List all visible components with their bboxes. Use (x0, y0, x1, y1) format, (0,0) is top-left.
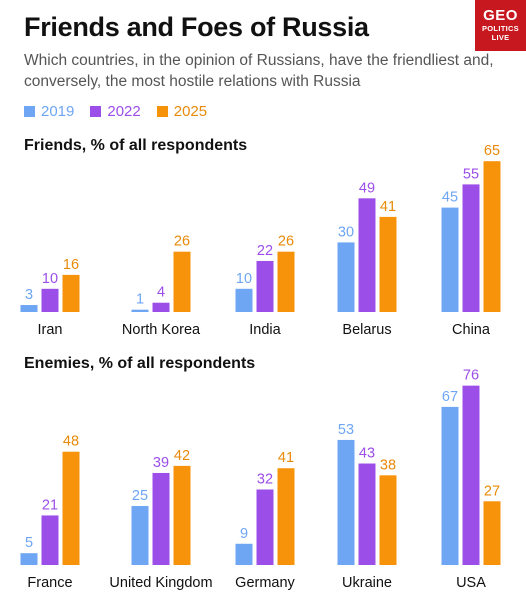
enemies-category-label: USA (456, 575, 486, 591)
friends-value-iran-2025: 16 (63, 257, 79, 273)
friends-bar-china-2025 (483, 161, 501, 312)
friends-value-china-2022: 55 (463, 166, 479, 182)
enemies-category-label: France (27, 575, 72, 591)
enemies-value-united-kingdom-2019: 25 (132, 488, 148, 504)
chart-title: Friends and Foes of Russia (24, 12, 369, 42)
enemies-value-ukraine-2022: 43 (359, 446, 375, 462)
enemies-bar-france-2019 (20, 553, 38, 565)
enemies-value-united-kingdom-2022: 39 (153, 455, 169, 471)
enemies-category-label: Ukraine (342, 575, 392, 591)
legend-label-2022: 2022 (107, 103, 141, 120)
logo-line-1: GEO (483, 7, 518, 24)
enemies-category-label: Germany (235, 575, 295, 591)
enemies-value-germany-2019: 9 (240, 526, 248, 542)
enemies-section-title: Enemies, % of all respondents (24, 355, 256, 372)
enemies-category-label: United Kingdom (109, 575, 212, 591)
friends-bar-china-2022 (462, 184, 480, 312)
logo-line-3: LIVE (491, 33, 510, 42)
friends-value-india-2022: 22 (257, 243, 273, 259)
friends-bar-china-2019 (441, 207, 459, 312)
friends-bar-belarus-2025 (379, 216, 397, 312)
legend-swatch-2019 (24, 106, 35, 117)
enemies-bar-ukraine-2019 (337, 439, 355, 565)
friends-category-label: Belarus (342, 322, 391, 338)
friends-value-iran-2022: 10 (42, 271, 58, 287)
friends-bar-india-2025 (277, 251, 295, 312)
geopolitics-live-logo: GEO POLITICS LIVE (475, 0, 526, 51)
enemies-bar-germany-2025 (277, 468, 295, 565)
enemies-bar-ukraine-2022 (358, 463, 376, 565)
legend-swatch-2022 (90, 106, 102, 117)
friends-bar-iran-2025 (62, 274, 80, 312)
friends-value-belarus-2025: 41 (380, 199, 396, 215)
friends-value-iran-2019: 3 (25, 287, 33, 303)
friends-category-label: Iran (38, 322, 63, 338)
legend-label-2019: 2019 (41, 103, 75, 120)
friends-category-label: India (249, 322, 281, 338)
enemies-bar-france-2022 (41, 515, 59, 565)
enemies-bar-usa-2022 (462, 385, 480, 565)
friends-value-india-2019: 10 (236, 271, 252, 287)
friends-bar-belarus-2019 (337, 242, 355, 312)
enemies-bar-united-kingdom-2025 (173, 465, 191, 565)
friends-category-label: North Korea (122, 322, 201, 338)
friends-bar-north-korea-2022 (152, 302, 170, 312)
friends-bar-iran-2022 (41, 288, 59, 312)
friends-value-china-2025: 65 (484, 143, 500, 159)
logo-line-2: POLITICS (482, 24, 519, 33)
enemies-bar-ukraine-2025 (379, 475, 397, 565)
chart-subtitle: Which countries, in the opinion of Russi… (24, 52, 494, 90)
enemies-bar-france-2025 (62, 451, 80, 565)
enemies-value-france-2022: 21 (42, 497, 58, 513)
friends-value-north-korea-2022: 4 (157, 285, 165, 301)
enemies-value-united-kingdom-2025: 42 (174, 448, 190, 464)
enemies-value-ukraine-2019: 53 (338, 422, 354, 438)
enemies-bar-germany-2019 (235, 543, 253, 565)
friends-bar-india-2019 (235, 288, 253, 312)
enemies-bar-usa-2025 (483, 501, 501, 565)
enemies-bar-united-kingdom-2022 (152, 472, 170, 565)
enemies-value-usa-2025: 27 (484, 483, 500, 499)
enemies-value-ukraine-2025: 38 (380, 457, 396, 473)
legend-item-2019: 2019 (24, 103, 74, 120)
legend-label-2025: 2025 (173, 103, 208, 120)
enemies-bar-united-kingdom-2019 (131, 506, 149, 565)
friends-value-india-2025: 26 (278, 234, 294, 250)
enemies-value-france-2025: 48 (63, 434, 79, 450)
legend-item-2025: 2025 (156, 103, 208, 120)
friends-category-label: China (452, 322, 491, 338)
enemies-bar-usa-2019 (441, 406, 459, 565)
friends-section-title: Friends, % of all respondents (24, 137, 248, 154)
friends-value-north-korea-2025: 26 (174, 234, 190, 250)
friends-bar-north-korea-2025 (173, 251, 191, 312)
friends-value-china-2019: 45 (442, 190, 458, 206)
friends-value-belarus-2019: 30 (338, 224, 354, 240)
enemies-value-usa-2019: 67 (442, 389, 458, 405)
enemies-value-france-2019: 5 (25, 535, 33, 551)
enemies-bar-germany-2022 (256, 489, 274, 565)
friends-bar-north-korea-2019 (131, 309, 149, 312)
enemies-value-usa-2022: 76 (463, 368, 479, 384)
friends-value-north-korea-2019: 1 (136, 292, 144, 308)
friends-value-belarus-2022: 49 (359, 180, 375, 196)
enemies-value-germany-2022: 32 (257, 471, 273, 487)
enemies-value-germany-2025: 41 (278, 450, 294, 466)
legend-swatch-2025 (156, 106, 168, 117)
friends-bar-iran-2019 (20, 305, 38, 312)
friends-bar-india-2022 (256, 260, 274, 312)
legend: 2019 2022 2025 (24, 103, 207, 120)
legend-item-2022: 2022 (90, 103, 141, 120)
friends-bar-belarus-2022 (358, 198, 376, 312)
